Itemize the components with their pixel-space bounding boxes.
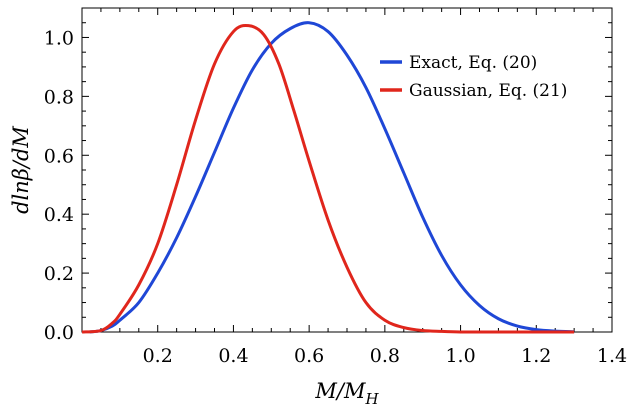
x-axis-label: M/MH: [314, 379, 379, 408]
y-tick-label: 1.0: [44, 27, 74, 49]
series-layer: [81, 21, 575, 334]
y-tick-label: 0.8: [44, 86, 74, 108]
series-line-2: [81, 23, 575, 334]
legend-label: Exact, Eq. (20): [409, 53, 537, 73]
y-axis-ticks: 0.0 0.2 0.4 0.6 0.8 1.0: [44, 7, 612, 344]
x-tick-label: 1.2: [521, 345, 551, 367]
y-tick-label: 0.0: [44, 322, 74, 344]
x-axis-label-subscript: H: [365, 390, 380, 408]
y-tick-label: 0.4: [44, 204, 74, 226]
x-tick-label: 0.2: [143, 345, 173, 367]
x-tick-label: 1.4: [597, 345, 627, 367]
series-line-1: [89, 21, 575, 334]
y-tick-label: 0.6: [44, 145, 74, 167]
y-tick-label: 0.2: [44, 263, 74, 285]
legend-label: Gaussian, Eq. (21): [409, 81, 567, 101]
y-axis-label: dlnβ/dM: [9, 126, 33, 214]
legend: Exact, Eq. (20) Gaussian, Eq. (21): [380, 53, 567, 101]
x-axis-ticks: 0.2 0.4 0.6 0.8 1.0 1.2 1.4: [100, 8, 627, 367]
x-tick-label: 0.6: [294, 345, 324, 367]
x-tick-label: 0.8: [370, 345, 400, 367]
x-tick-label: 1.0: [445, 345, 475, 367]
x-tick-label: 0.4: [218, 345, 248, 367]
